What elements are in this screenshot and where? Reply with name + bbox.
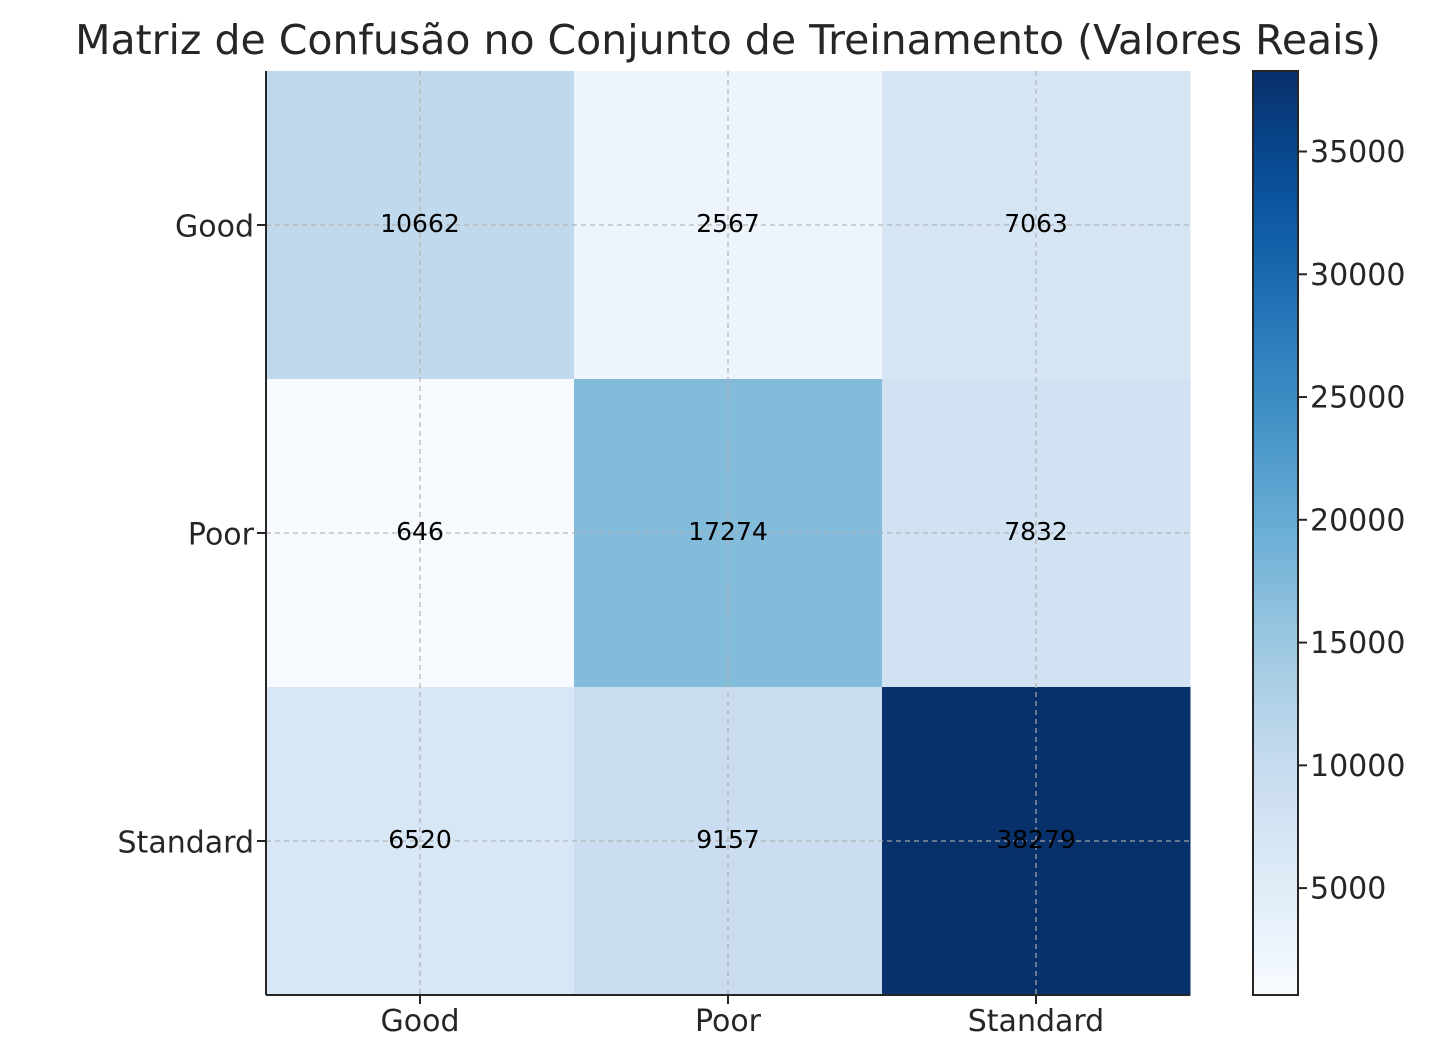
- grid-lines: [266, 71, 1190, 995]
- colorbar-tick-label-2: 15000: [1310, 626, 1405, 661]
- colorbar-frame: [1252, 70, 1299, 996]
- colorbar-gradient: [1253, 71, 1298, 995]
- colorbar: 5000 10000 15000 20000 25000 30000 35000: [1252, 70, 1405, 996]
- axes: Good Poor Standard Good Poor Standard: [118, 71, 1190, 1039]
- chart-title: Matriz de Confusão no Conjunto de Treina…: [75, 16, 1381, 64]
- cell-value-label-r0-c0: 10662: [380, 209, 460, 238]
- colorbar-tick-label-0: 5000: [1310, 872, 1386, 907]
- cell-value-label-r2-c1: 9157: [696, 825, 760, 854]
- colorbar-tick-label-5: 30000: [1310, 258, 1405, 293]
- y-tick-label-0: Good: [175, 210, 254, 245]
- colorbar-tick-label-3: 20000: [1310, 503, 1405, 538]
- colorbar-tick-label-6: 35000: [1310, 135, 1405, 170]
- x-tick-label-2: Standard: [968, 1004, 1104, 1039]
- cell-value-label-r1-c0: 646: [396, 517, 444, 546]
- y-tick-label-1: Poor: [188, 518, 255, 553]
- x-tick-label-1: Poor: [695, 1004, 762, 1039]
- y-tick-label-2: Standard: [118, 826, 254, 861]
- cell-value-label-r1-c2: 7832: [1004, 517, 1068, 546]
- cell-value-label-r0-c1: 2567: [696, 209, 760, 238]
- cell-value-labels: 10662 2567 7063 646 17274 7832 6520 9157 38279: [380, 209, 1076, 854]
- cell-value-label-r2-c2: 38279: [996, 825, 1076, 854]
- cell-value-label-r2-c0: 6520: [388, 825, 452, 854]
- colorbar-tick-label-1: 10000: [1310, 749, 1405, 784]
- cell-value-label-r1-c1: 17274: [688, 517, 768, 546]
- x-tick-label-0: Good: [381, 1004, 460, 1039]
- colorbar-tick-label-4: 25000: [1310, 381, 1405, 416]
- cell-value-label-r0-c2: 7063: [1004, 209, 1068, 238]
